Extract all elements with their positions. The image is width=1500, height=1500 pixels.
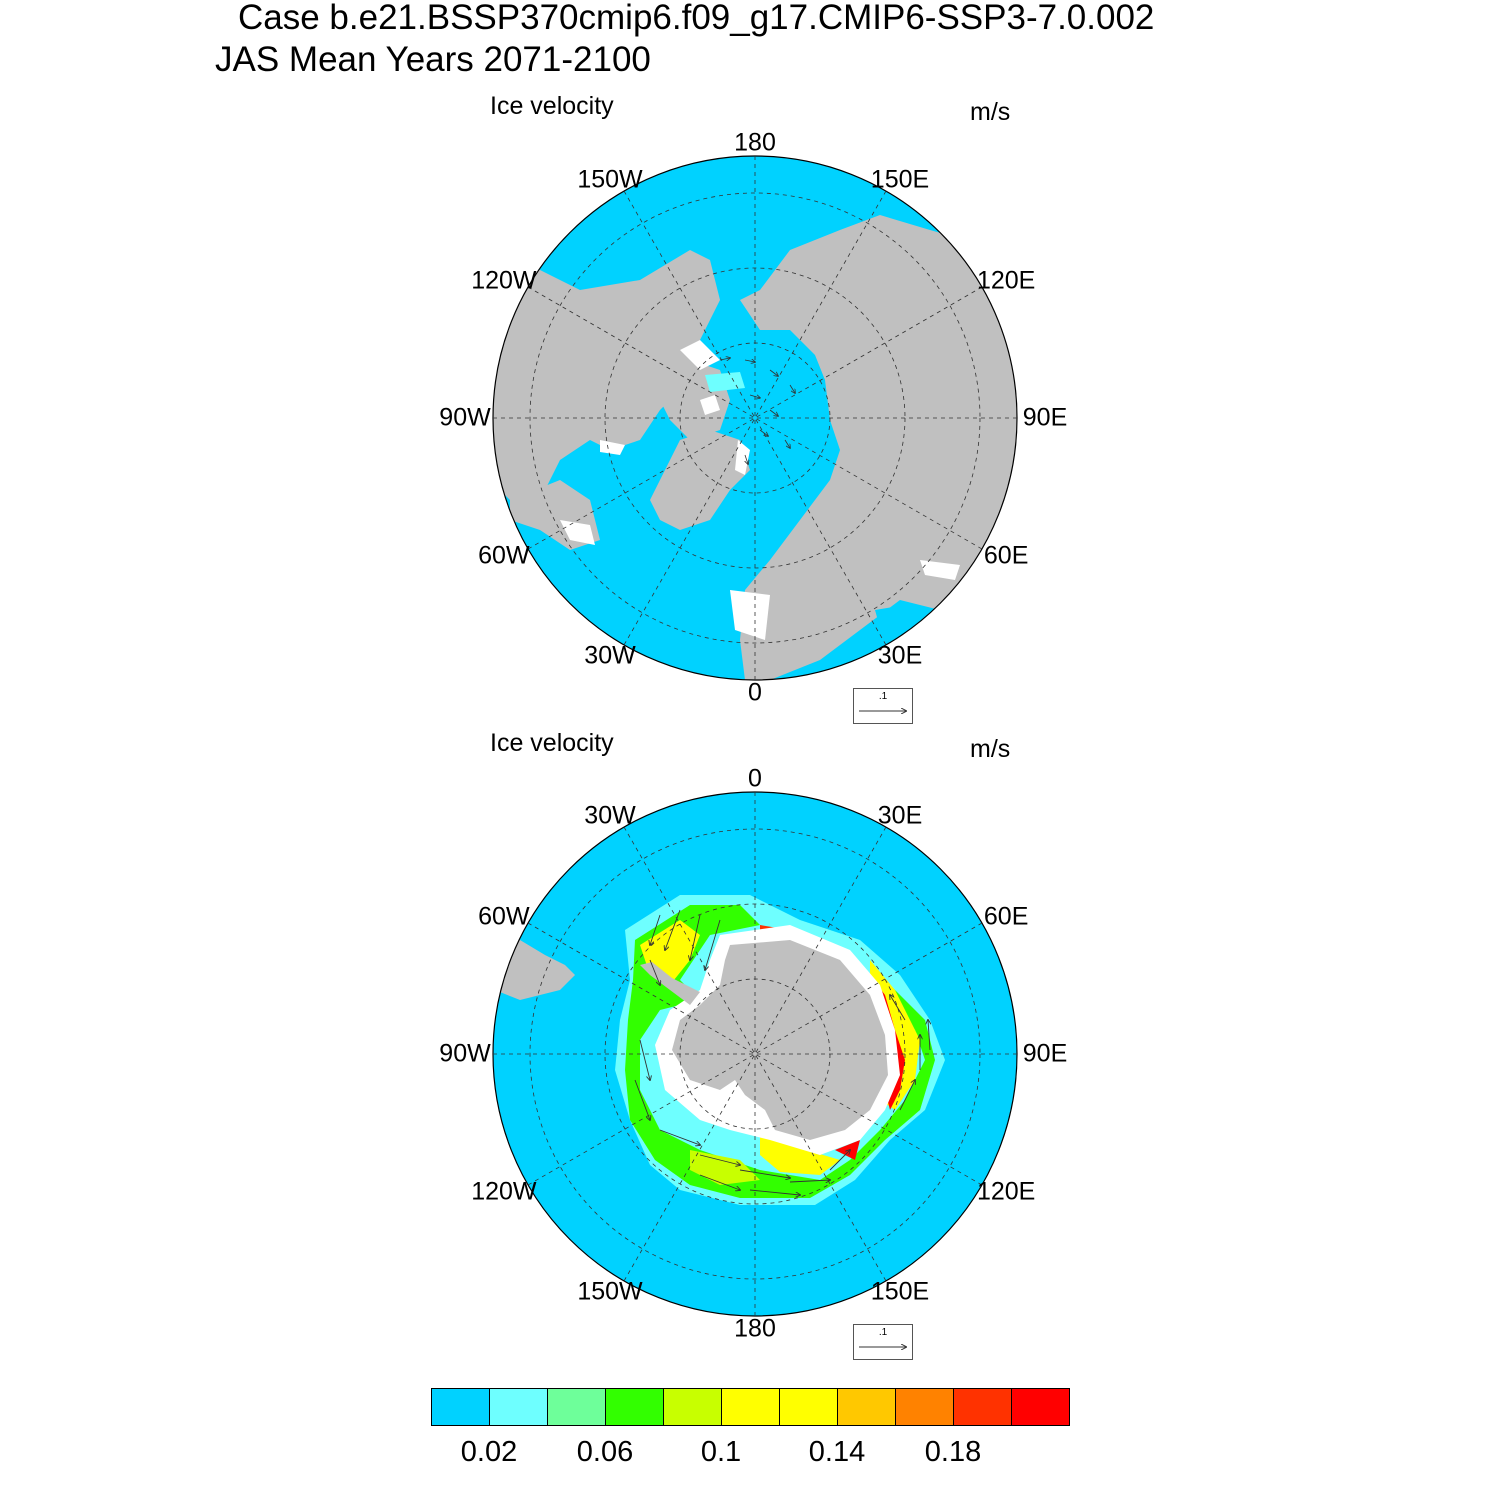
antarctic-ice-band-green [625, 905, 935, 1198]
colorbar-swatch [837, 1388, 896, 1426]
antarctic-lon-label: 60W [478, 902, 530, 930]
figure-title-period: JAS Mean Years 2071-2100 [215, 40, 651, 79]
arctic-lon-label: 0 [748, 678, 762, 707]
arctic-lon-label: 30W [584, 641, 636, 670]
colorbar-swatch [895, 1388, 954, 1426]
colorbar-swatch [953, 1388, 1012, 1426]
antarctic-panel-title: Ice velocity [490, 729, 614, 757]
arctic-lon-label: 90E [1022, 403, 1068, 432]
colorbar-swatch [721, 1388, 780, 1426]
arctic-lon-label: 150W [577, 165, 643, 194]
arctic-panel-title: Ice velocity [490, 92, 614, 120]
arctic-map [493, 156, 1017, 680]
colorbar-swatch [489, 1388, 548, 1426]
antarctic-ice-vectors [634, 909, 930, 1195]
arctic-lon-label: 180 [734, 128, 776, 157]
antarctic-lon-label: 30E [877, 801, 923, 830]
antarctic-lon-label: 120W [471, 1177, 537, 1205]
antarctic-lon-label: 90E [1022, 1039, 1068, 1068]
colorbar-label: 0.14 [808, 1436, 866, 1468]
figure-title-case: Case b.e21.BSSP370cmip6.f09_g17.CMIP6-SS… [238, 0, 1155, 37]
antarctic-map [493, 792, 1017, 1316]
arctic-lon-label: 30E [877, 641, 923, 670]
arctic-land-eurasia [740, 215, 1017, 680]
arctic-graticule [493, 156, 1017, 680]
colorbar-swatch [1011, 1388, 1070, 1426]
colorbar-swatch [663, 1388, 722, 1426]
arctic-lon-label: 120W [471, 266, 537, 294]
arctic-lon-label: 60W [478, 541, 530, 569]
antarctic-lon-label: 60E [983, 902, 1029, 930]
antarctic-lon-label: 30W [584, 801, 636, 830]
arctic-land-greenland [650, 430, 750, 530]
arctic-lon-label: 90W [439, 403, 491, 432]
antarctic-lon-label: 0 [748, 764, 762, 793]
antarctic-lon-label: 150E [870, 1277, 930, 1306]
antarctic-graticule [493, 792, 1017, 1316]
arctic-reference-vector: .1 [853, 688, 913, 724]
colorbar-swatch [779, 1388, 838, 1426]
antarctic-reference-vector: .1 [853, 1324, 913, 1360]
colorbar-swatch [547, 1388, 606, 1426]
colorbar-swatch [605, 1388, 664, 1426]
colorbar-label: 0.1 [700, 1436, 742, 1468]
arctic-lon-label: 150E [870, 165, 930, 194]
antarctic-lon-label: 120E [976, 1177, 1036, 1205]
arctic-panel-units: m/s [970, 98, 1011, 126]
colorbar-swatch [431, 1388, 490, 1426]
antarctic-panel-units: m/s [970, 735, 1011, 763]
arctic-ice-vectors [719, 358, 795, 464]
colorbar-label: 0.18 [924, 1436, 982, 1468]
antarctic-lon-label: 180 [734, 1314, 776, 1343]
antarctic-lon-label: 150W [577, 1277, 643, 1306]
antarctic-lon-label: 90W [439, 1039, 491, 1068]
antarctic-reference-vector-label: .1 [878, 1327, 888, 1338]
arctic-land-northamerica [493, 250, 720, 500]
arctic-reference-vector-label: .1 [878, 691, 888, 702]
colorbar-label: 0.06 [576, 1436, 634, 1468]
arctic-lon-label: 60E [983, 541, 1029, 569]
colorbar-label: 0.02 [460, 1436, 518, 1468]
arctic-lon-label: 120E [976, 266, 1036, 294]
